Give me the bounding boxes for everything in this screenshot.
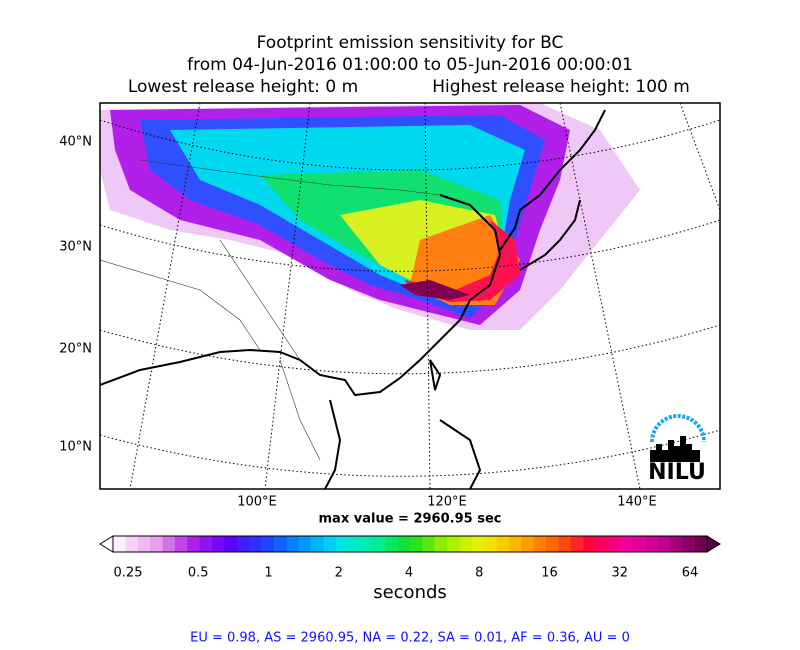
lat-label: 10°N <box>59 440 92 455</box>
colorbar-step <box>410 536 423 552</box>
title: Footprint emission sensitivity for BC <box>257 33 564 53</box>
colorbar-step <box>113 536 126 552</box>
logo: NILU <box>648 460 706 485</box>
colorbar-step <box>459 536 473 552</box>
colorbar-label: seconds <box>373 582 447 603</box>
colorbar-step <box>595 536 609 552</box>
colorbar-step <box>434 536 448 552</box>
colorbar-step <box>162 536 176 552</box>
colorbar-step <box>137 536 151 552</box>
lat-label: 30°N <box>59 240 92 255</box>
colorbar-step <box>558 536 572 552</box>
colorbar-step <box>273 536 287 552</box>
max-value: max value = 2960.95 sec <box>319 512 502 527</box>
colorbar-tick-label: 2 <box>335 566 343 581</box>
colorbar-tick-label: 8 <box>475 566 483 581</box>
colorbar-step <box>311 536 324 552</box>
colorbar-step <box>360 536 374 552</box>
colorbar-step <box>645 536 658 552</box>
colorbar-step <box>187 536 201 552</box>
colorbar-tick-label: 16 <box>541 566 558 581</box>
release-low: Lowest release height: 0 m <box>128 77 358 97</box>
subtitle: from 04-Jun-2016 01:00:00 to 05-Jun-2016… <box>187 55 633 75</box>
colorbar-step <box>174 536 188 552</box>
map: NILU <box>100 103 720 489</box>
colorbar-tick-label: 1 <box>264 566 272 581</box>
footer: EU = 0.98, AS = 2960.95, NA = 0.22, SA =… <box>190 631 630 646</box>
colorbar-step <box>397 536 411 552</box>
colorbar-step <box>694 536 708 552</box>
colorbar-step <box>298 536 312 552</box>
colorbar-tick-label: 0.5 <box>188 566 209 581</box>
lon-label: 140°E <box>617 495 657 510</box>
colorbar-tick-label: 32 <box>611 566 628 581</box>
colorbar-frame <box>112 535 708 553</box>
colorbar-step <box>261 536 275 552</box>
colorbar-step <box>669 536 683 552</box>
colorbar-step <box>608 536 621 552</box>
colorbar-step <box>348 536 361 552</box>
colorbar-tick-label: 0.25 <box>114 566 143 581</box>
colorbar-step <box>323 536 337 552</box>
colorbar-step <box>546 536 559 552</box>
colorbar-tick-label: 64 <box>682 566 699 581</box>
colorbar-step <box>422 536 436 552</box>
colorbar-step <box>385 536 399 552</box>
colorbar-step <box>533 536 547 552</box>
colorbar-step <box>372 536 386 552</box>
colorbar-step <box>286 536 300 552</box>
colorbar-step <box>212 536 225 552</box>
colorbar-step <box>496 536 510 552</box>
colorbar-step <box>150 536 163 552</box>
lon-label: 100°E <box>237 495 277 510</box>
lon-label: 120°E <box>427 495 467 510</box>
map-frame <box>99 102 721 490</box>
colorbar-step <box>509 536 522 552</box>
colorbar-step <box>199 536 213 552</box>
colorbar-step <box>682 536 696 552</box>
colorbar-step <box>632 536 646 552</box>
colorbar-step <box>570 536 584 552</box>
colorbar-extend-high <box>706 535 721 553</box>
colorbar-step <box>471 536 485 552</box>
colorbar-step <box>583 536 597 552</box>
colorbar-step <box>335 536 349 552</box>
colorbar-tick-label: 4 <box>405 566 413 581</box>
colorbar-step <box>657 536 671 552</box>
lat-label: 20°N <box>59 342 92 357</box>
colorbar: 0.25 0.5 1 2 4 8 16 32 64 <box>99 535 721 581</box>
colorbar-step <box>236 536 250 552</box>
colorbar-step <box>620 536 634 552</box>
lat-label: 40°N <box>59 135 92 150</box>
colorbar-step <box>484 536 498 552</box>
colorbar-extend-low <box>99 535 114 553</box>
colorbar-step <box>224 536 238 552</box>
release-high: Highest release height: 100 m <box>432 77 690 97</box>
colorbar-step <box>125 536 139 552</box>
colorbar-step <box>447 536 460 552</box>
colorbar-step <box>249 536 262 552</box>
colorbar-step <box>521 536 535 552</box>
